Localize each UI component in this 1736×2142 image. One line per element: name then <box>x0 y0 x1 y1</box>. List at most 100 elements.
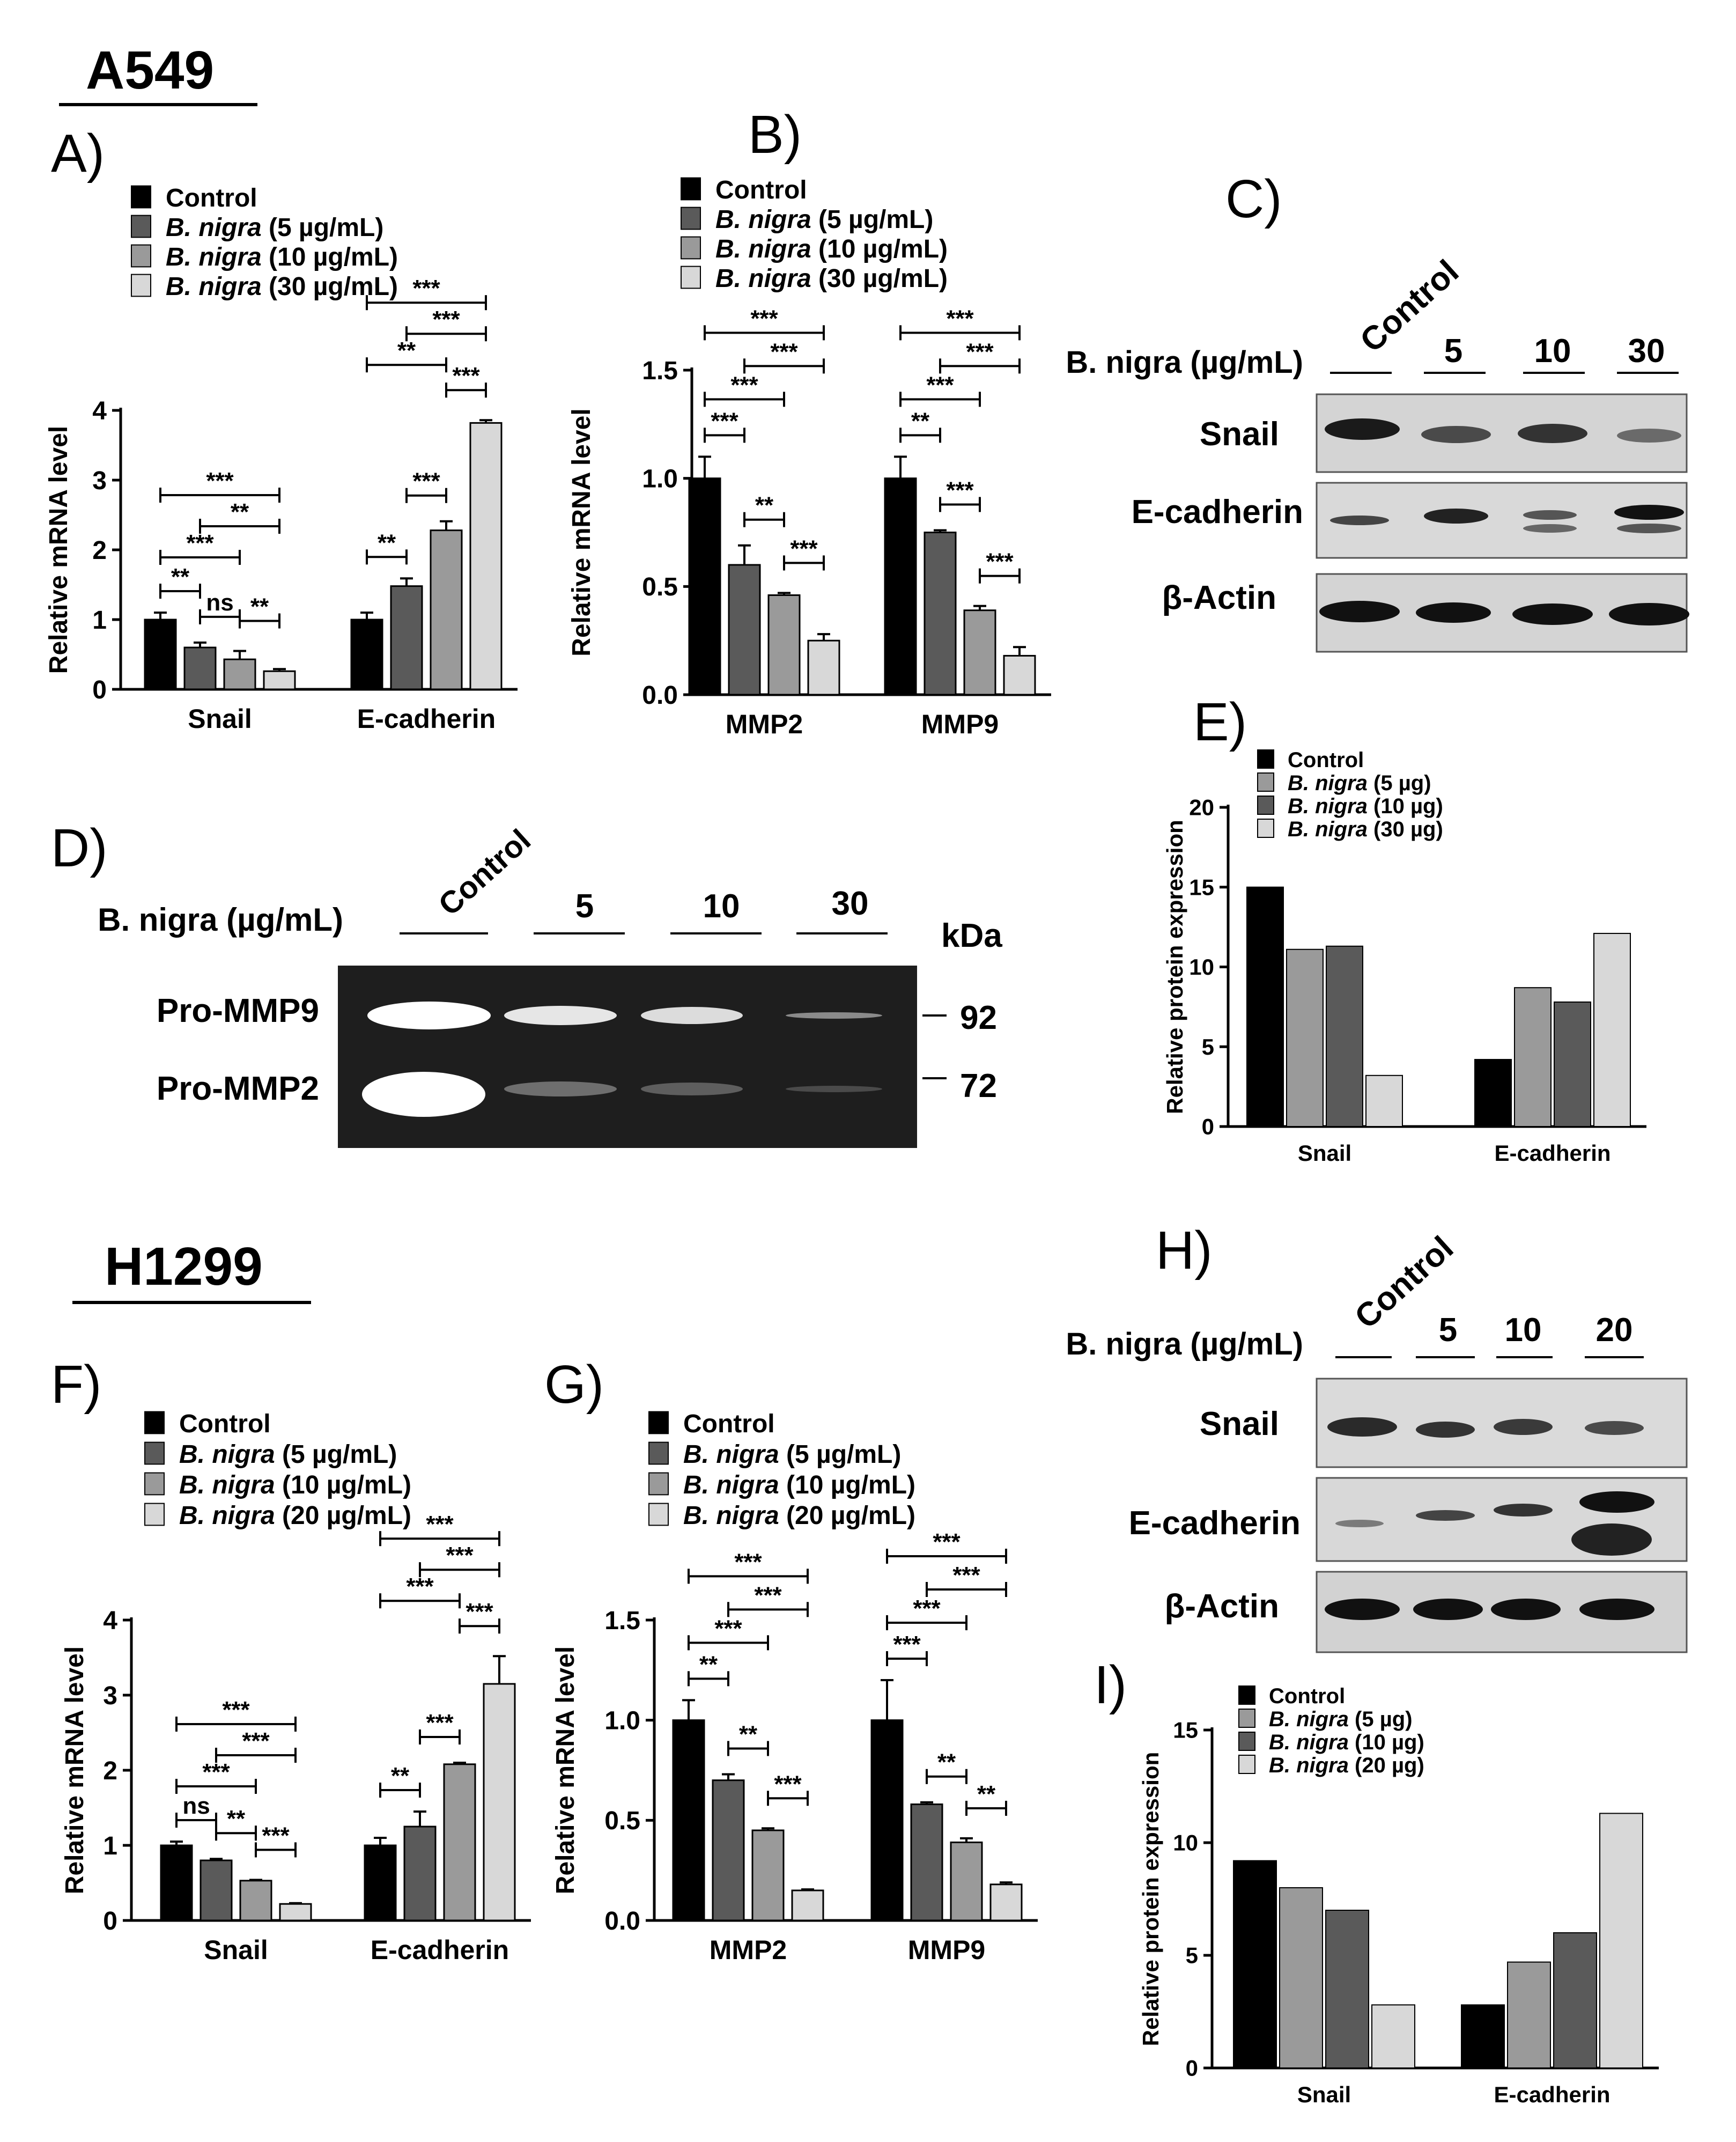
legend-swatch <box>1257 772 1274 792</box>
y-tick-label: 1.5 <box>642 357 678 385</box>
significance-label: *** <box>913 1595 941 1622</box>
significance-label: ** <box>699 1651 718 1677</box>
y-tick-label: 0 <box>92 676 107 704</box>
legend-label: B. nigra (5 µg/mL) <box>179 1440 397 1469</box>
legend-label: B. nigra (5 µg/mL) <box>715 205 933 234</box>
bar <box>160 1844 193 1922</box>
zymo-row-label-mmp9: Pro-MMP9 <box>157 992 319 1029</box>
category-label: Snail <box>188 704 252 734</box>
significance-label: *** <box>946 305 974 332</box>
blot-band <box>1491 1599 1561 1620</box>
y-tick-label: 4 <box>92 397 107 425</box>
bar <box>483 1683 516 1922</box>
y-tick-label: 2 <box>92 536 107 565</box>
bar <box>183 646 217 690</box>
category-label: MMP2 <box>710 1935 787 1965</box>
y-tick-label: 1.5 <box>604 1607 640 1635</box>
bar <box>791 1889 824 1922</box>
blot-band <box>1421 426 1491 443</box>
legend-swatch <box>1238 1709 1255 1728</box>
blot-band <box>1579 1491 1654 1513</box>
legend-swatch <box>1238 1755 1255 1774</box>
significance-label: *** <box>986 549 1014 575</box>
y-tick-label: 15 <box>1173 1718 1198 1743</box>
zymo-kda-header: kDa <box>941 917 1002 954</box>
panel-letter-f: F) <box>51 1355 101 1415</box>
bar <box>1593 933 1631 1128</box>
significance-label: *** <box>933 1529 961 1555</box>
significance-label: ns <box>182 1793 210 1819</box>
zymo-band <box>362 1072 485 1117</box>
legend-swatch <box>131 185 151 209</box>
blot-band <box>1416 1510 1475 1521</box>
bar <box>688 477 721 696</box>
bar <box>403 1826 437 1922</box>
blot-band <box>1609 603 1689 625</box>
bar <box>1461 2004 1505 2069</box>
significance-label: ** <box>937 1749 956 1776</box>
blot-treatment-label: B. nigra (µg/mL) <box>1066 345 1303 380</box>
bar <box>223 658 256 690</box>
legend-label: B. nigra (30 µg/mL) <box>715 264 948 293</box>
blot-band <box>1579 1599 1654 1620</box>
legend-swatch <box>681 177 701 201</box>
legend-swatch <box>681 236 701 260</box>
bar <box>1279 1887 1323 2069</box>
y-tick-label: 0.5 <box>604 1807 640 1835</box>
blot-band <box>1617 524 1681 533</box>
y-tick-label: 0.0 <box>604 1907 640 1935</box>
legend-label: B. nigra (10 µg/mL) <box>166 243 398 271</box>
significance-label: ** <box>171 564 190 590</box>
significance-label: *** <box>926 372 954 398</box>
blot-band <box>1523 524 1577 533</box>
blot-band <box>1325 1599 1400 1620</box>
legend-label: B. nigra (10 µg/mL) <box>683 1471 915 1499</box>
blot-band <box>1327 1417 1397 1437</box>
bar <box>672 1719 705 1922</box>
bar <box>963 609 996 696</box>
significance-label: ** <box>391 1763 410 1789</box>
y-tick-label: 0 <box>1186 2056 1198 2081</box>
zymo-band <box>641 1007 743 1024</box>
legend-label: Control <box>1288 748 1364 772</box>
y-tick-label: 5 <box>1186 1943 1198 1968</box>
bar <box>200 1859 233 1922</box>
panel-letter-g: G) <box>544 1355 604 1415</box>
legend-label: B. nigra (30 µg) <box>1288 818 1443 841</box>
significance-label: *** <box>412 275 440 301</box>
bar <box>1246 886 1284 1127</box>
panel-letter-h: H) <box>1156 1220 1213 1280</box>
chart-panel-b: 0.0 0.5 1.0 1.5 Relative mRNA level MMP2 MMP9 C… <box>567 176 1051 739</box>
bar <box>1371 2004 1415 2069</box>
significance-label: ** <box>250 594 269 620</box>
legend-label: B. nigra (20 µg/mL) <box>683 1501 915 1530</box>
significance-label: *** <box>202 1759 230 1785</box>
legend-label: Control <box>166 184 257 212</box>
blot-band <box>1335 1520 1384 1527</box>
legend-label: Control <box>1269 1684 1345 1708</box>
significance-label: ** <box>755 492 774 519</box>
significance-label: *** <box>754 1582 782 1608</box>
category-label: MMP2 <box>726 709 803 739</box>
kda-value-72: 72 <box>960 1068 997 1105</box>
bar <box>910 1803 943 1922</box>
zymo-lane-label-30: 30 <box>832 885 869 922</box>
significance-label: *** <box>774 1771 802 1797</box>
blot-lane-label-5: 5 <box>1444 333 1462 370</box>
legend-label: Control <box>179 1410 271 1438</box>
significance-label: *** <box>222 1697 250 1723</box>
blot-band <box>1416 1422 1475 1438</box>
bar <box>1507 1961 1551 2069</box>
significance-label: *** <box>206 468 234 494</box>
legend-swatch <box>1257 796 1274 815</box>
category-label: Snail <box>1298 1140 1351 1166</box>
legend-swatch <box>648 1472 669 1496</box>
y-tick-label: 0.0 <box>642 681 678 710</box>
significance-label: *** <box>452 363 480 389</box>
bar <box>239 1880 272 1922</box>
bar <box>144 619 177 690</box>
legend-swatch <box>1257 819 1274 838</box>
significance-label: *** <box>770 338 798 365</box>
significance-label: *** <box>952 1562 980 1588</box>
zymo-lane-label-10: 10 <box>703 888 740 925</box>
